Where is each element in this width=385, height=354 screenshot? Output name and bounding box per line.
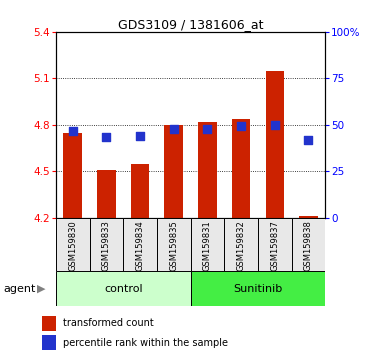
Text: percentile rank within the sample: percentile rank within the sample bbox=[63, 338, 228, 348]
Text: GSM159831: GSM159831 bbox=[203, 220, 212, 271]
Bar bbox=[299, 216, 318, 218]
Text: ▶: ▶ bbox=[37, 284, 45, 293]
Text: GSM159832: GSM159832 bbox=[237, 220, 246, 271]
Text: transformed count: transformed count bbox=[63, 318, 154, 329]
Title: GDS3109 / 1381606_at: GDS3109 / 1381606_at bbox=[118, 18, 263, 31]
Bar bbox=[232, 119, 250, 218]
Point bbox=[204, 127, 211, 132]
Bar bbox=[198, 122, 217, 218]
Text: GSM159834: GSM159834 bbox=[136, 220, 144, 271]
Bar bbox=[266, 70, 284, 218]
Bar bbox=[123, 218, 157, 271]
Bar bbox=[97, 170, 115, 218]
Bar bbox=[42, 336, 56, 350]
Bar bbox=[42, 316, 56, 331]
Text: agent: agent bbox=[4, 284, 36, 293]
Bar bbox=[164, 125, 183, 218]
Bar bbox=[56, 218, 89, 271]
Point bbox=[305, 137, 311, 143]
Text: Sunitinib: Sunitinib bbox=[233, 284, 283, 293]
Bar bbox=[131, 164, 149, 218]
Point bbox=[171, 127, 177, 132]
Bar bbox=[292, 218, 325, 271]
Text: GSM159837: GSM159837 bbox=[270, 220, 279, 271]
Bar bbox=[224, 218, 258, 271]
Text: GSM159830: GSM159830 bbox=[68, 220, 77, 271]
Bar bbox=[191, 271, 325, 306]
Bar bbox=[258, 218, 292, 271]
Point bbox=[70, 128, 76, 134]
Bar bbox=[64, 132, 82, 218]
Point bbox=[103, 135, 109, 140]
Text: GSM159838: GSM159838 bbox=[304, 220, 313, 271]
Text: GSM159833: GSM159833 bbox=[102, 220, 111, 271]
Point bbox=[137, 133, 143, 138]
Text: GSM159835: GSM159835 bbox=[169, 220, 178, 271]
Bar bbox=[56, 271, 191, 306]
Bar bbox=[191, 218, 224, 271]
Point bbox=[238, 124, 244, 129]
Point bbox=[272, 122, 278, 128]
Bar bbox=[157, 218, 191, 271]
Text: control: control bbox=[104, 284, 142, 293]
Bar bbox=[89, 218, 123, 271]
